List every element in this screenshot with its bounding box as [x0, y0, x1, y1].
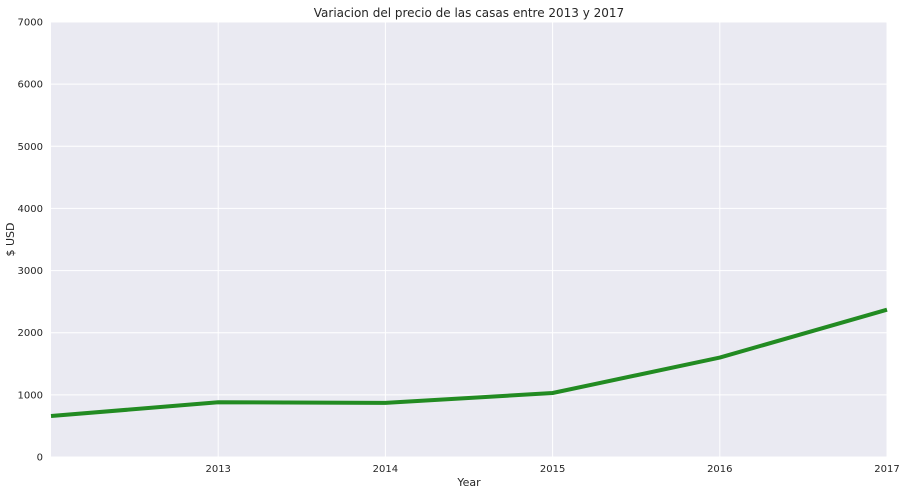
- y-tick-label: 4000: [18, 204, 43, 215]
- y-tick-label: 0: [37, 453, 43, 464]
- chart-title: Variacion del precio de las casas entre …: [314, 6, 624, 20]
- y-tick-label: 7000: [18, 18, 43, 29]
- y-tick-label: 2000: [18, 328, 43, 339]
- x-axis-label: Year: [456, 476, 481, 489]
- plot-area: [51, 22, 887, 457]
- x-tick-label: 2013: [205, 464, 230, 475]
- x-tick-label: 2017: [874, 464, 899, 475]
- x-tick-label: 2014: [373, 464, 398, 475]
- x-tick-label: 2016: [707, 464, 732, 475]
- y-tick-label: 5000: [18, 142, 43, 153]
- y-tick-label: 1000: [18, 390, 43, 401]
- y-axis-label: $ USD: [4, 223, 17, 257]
- x-tick-label: 2015: [540, 464, 565, 475]
- y-tick-labels: 0 1000 2000 3000 4000 5000 6000 7000: [18, 18, 43, 464]
- series-line: [50, 307, 888, 418]
- gridlines: [51, 21, 888, 458]
- y-tick-label: 6000: [18, 80, 43, 91]
- x-tick-labels: 2013 2014 2015 2016 2017: [205, 464, 899, 475]
- y-tick-label: 3000: [18, 266, 43, 277]
- series-layer: [50, 307, 888, 418]
